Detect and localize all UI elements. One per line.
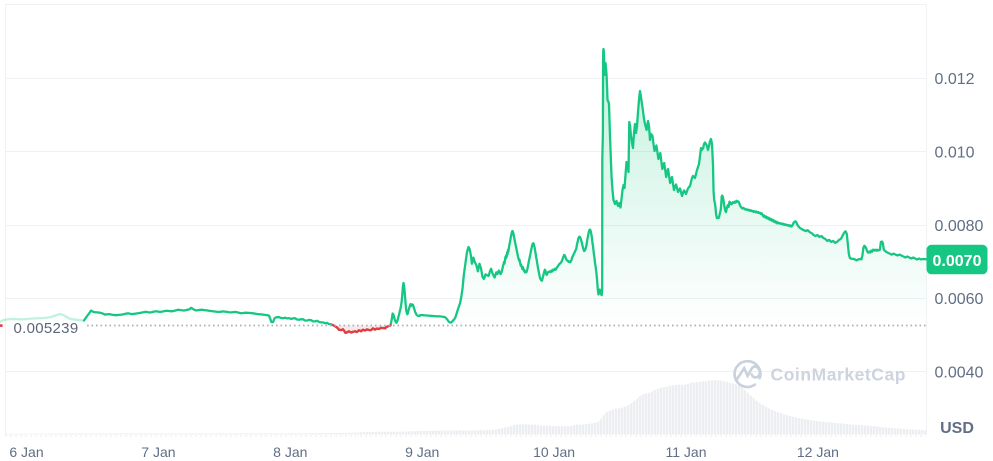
svg-text:11 Jan: 11 Jan	[666, 444, 707, 460]
svg-text:7 Jan: 7 Jan	[141, 444, 175, 460]
svg-text:0.0040: 0.0040	[935, 365, 984, 382]
svg-text:0.0070: 0.0070	[933, 253, 982, 270]
svg-text:0.012: 0.012	[935, 71, 975, 88]
svg-text:10 Jan: 10 Jan	[533, 444, 575, 460]
svg-text:0.005239: 0.005239	[14, 320, 79, 337]
svg-text:9 Jan: 9 Jan	[405, 444, 439, 460]
svg-text:USD: USD	[940, 420, 974, 437]
svg-text:0.010: 0.010	[935, 145, 975, 162]
svg-text:CoinMarketCap: CoinMarketCap	[771, 365, 907, 385]
svg-text:0.0080: 0.0080	[935, 218, 984, 235]
svg-text:0.0060: 0.0060	[935, 291, 984, 308]
svg-text:6 Jan: 6 Jan	[9, 444, 43, 460]
svg-text:12 Jan: 12 Jan	[797, 444, 839, 460]
svg-text:8 Jan: 8 Jan	[273, 444, 307, 460]
